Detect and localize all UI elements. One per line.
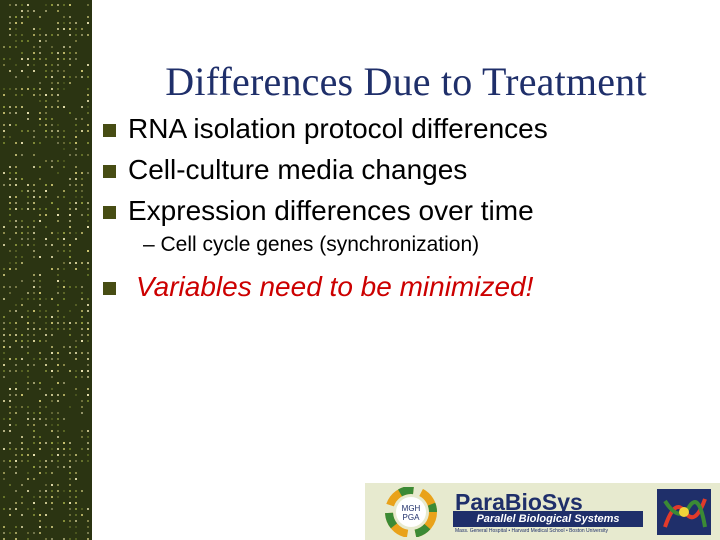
logo-text-mgh: MGH xyxy=(402,504,421,513)
bullet-marker xyxy=(103,124,116,137)
bullet-marker xyxy=(103,165,116,178)
bullet-item: Expression differences over time xyxy=(128,195,534,226)
cell-cycle-logo-icon xyxy=(657,489,711,535)
logo-text-pga: PGA xyxy=(403,513,421,522)
mgh-pga-circle-logo: MGH PGA xyxy=(385,487,437,537)
bullet-marker xyxy=(103,206,116,219)
slide-title: Differences Due to Treatment xyxy=(165,59,647,104)
affiliations: Mass. General Hospital • Harvard Medical… xyxy=(455,528,609,534)
content-panel xyxy=(92,0,720,540)
brand-name: ParaBioSys xyxy=(455,489,583,515)
microarray-sidebar-image xyxy=(0,0,92,540)
footer-logo-banner: MGH PGA ParaBioSys Parallel Biological S… xyxy=(365,483,720,540)
bullet-item: RNA isolation protocol differences xyxy=(128,113,548,144)
bullet-marker xyxy=(103,282,116,295)
sub-bullet-item: – Cell cycle genes (synchronization) xyxy=(143,233,480,256)
highlight-bullet-item: Variables need to be minimized! xyxy=(136,271,534,302)
brand-tagline: Parallel Biological Systems xyxy=(453,511,643,527)
bullet-item: Cell-culture media changes xyxy=(128,154,468,185)
